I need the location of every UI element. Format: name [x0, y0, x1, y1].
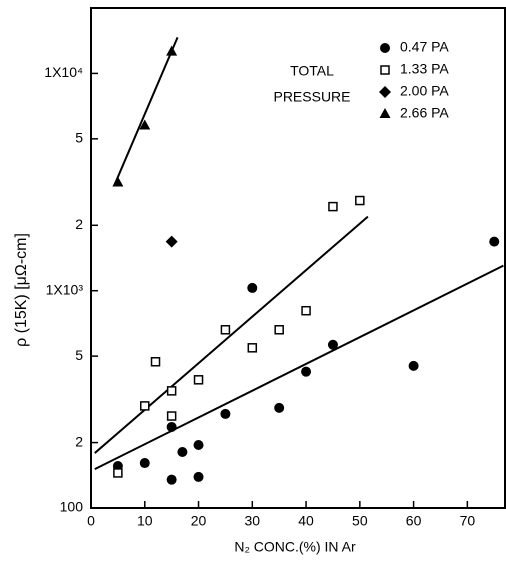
point — [220, 325, 231, 335]
x-tick-label: 30 — [245, 513, 261, 529]
legend-marker — [380, 43, 390, 53]
point — [139, 119, 151, 130]
point — [177, 447, 188, 458]
x-tick-label: 70 — [460, 513, 476, 529]
y-tick-label: 5 — [75, 347, 83, 363]
y-axis-label: ρ (15K) [μΩ-cm] — [13, 233, 30, 347]
x-tick-label: 10 — [137, 513, 153, 529]
y-tick-label: 1X10³ — [46, 281, 84, 297]
legend-marker — [379, 86, 391, 98]
point — [166, 411, 177, 421]
x-tick-label: 60 — [406, 513, 422, 529]
point — [408, 360, 419, 371]
legend-label: 0.47 PA — [400, 39, 449, 55]
x-tick-label: 0 — [87, 513, 95, 529]
point — [113, 468, 123, 478]
point — [139, 458, 150, 469]
x-tick-label: 20 — [191, 513, 207, 529]
x-tick-label: 40 — [298, 513, 314, 529]
y-tick-label: 2 — [75, 433, 83, 449]
point — [193, 375, 204, 385]
legend-label: 1.33 PA — [400, 61, 449, 77]
y-tick-label: 2 — [75, 216, 83, 232]
legend-title: PRESSURE — [273, 89, 350, 105]
point — [327, 339, 338, 350]
point — [165, 235, 178, 248]
point — [247, 282, 258, 293]
legend-marker — [380, 65, 390, 75]
legend-label: 2.00 PA — [400, 83, 449, 99]
x-axis-label: N₂ CONC.(%) IN Ar — [234, 539, 356, 555]
legend-marker — [379, 108, 391, 118]
point — [166, 474, 177, 485]
point — [166, 421, 177, 432]
y-tick-label: 100 — [60, 499, 84, 515]
point — [150, 357, 161, 367]
point — [301, 305, 311, 316]
point — [166, 386, 177, 396]
fit-line — [94, 264, 504, 471]
point — [355, 195, 365, 206]
fit-line — [94, 215, 369, 454]
point — [193, 439, 204, 450]
point — [220, 408, 231, 419]
point — [328, 201, 338, 212]
point — [247, 343, 258, 353]
legend-label: 2.66 PA — [400, 105, 449, 121]
point — [166, 45, 178, 56]
fit-line — [113, 36, 179, 185]
point — [274, 402, 285, 413]
point — [274, 325, 284, 335]
plot-frame — [90, 7, 506, 509]
y-tick-label: 5 — [75, 130, 83, 146]
x-tick-label: 50 — [352, 513, 368, 529]
point — [301, 366, 312, 377]
point — [112, 176, 124, 187]
point — [193, 471, 204, 482]
legend-title: TOTAL — [290, 63, 334, 79]
point — [489, 236, 500, 247]
y-tick-label: 1X10⁴ — [44, 64, 83, 80]
point — [140, 401, 150, 411]
